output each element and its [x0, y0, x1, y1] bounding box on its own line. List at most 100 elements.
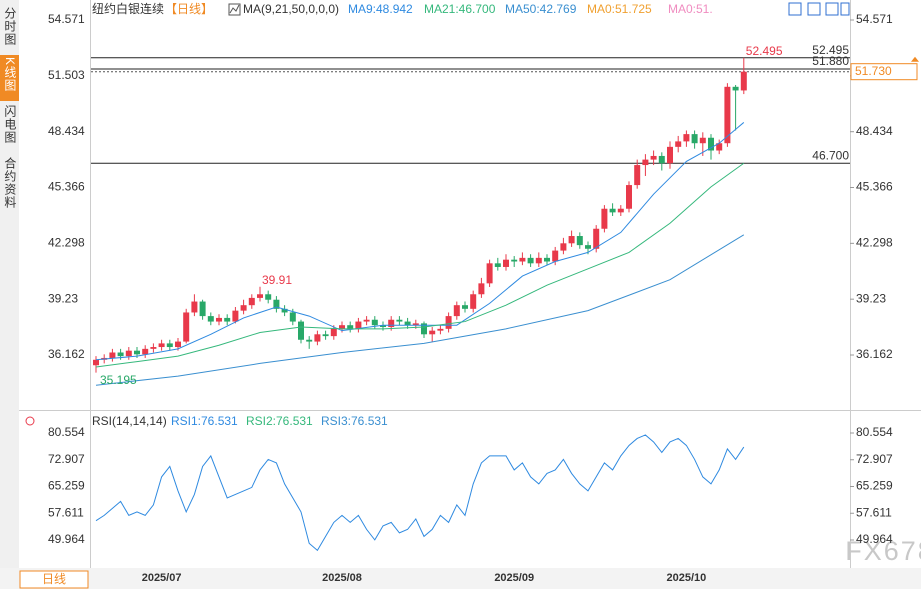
candle-body	[724, 86, 731, 144]
candle-body	[740, 71, 747, 91]
candle-body	[322, 334, 329, 337]
x-tick-label: 2025/07	[142, 572, 182, 584]
candle-body	[421, 323, 427, 335]
y-tick-label-right: 80.554	[856, 425, 893, 439]
candle-body	[708, 137, 714, 151]
y-tick-label-right: 48.434	[856, 124, 893, 138]
last-price-label: 51.730	[855, 64, 892, 78]
ma-line	[95, 122, 745, 361]
y-tick-label: 39.23	[48, 291, 78, 305]
candle-body	[248, 297, 255, 306]
y-tick-label: 51.503	[48, 68, 85, 82]
value-annotation: 39.91	[262, 273, 292, 287]
candle-body	[355, 321, 362, 329]
sidebar-tab[interactable]: K线图	[3, 57, 17, 92]
candle-body	[503, 259, 509, 267]
candle-body	[224, 317, 231, 322]
candle-body	[445, 316, 452, 329]
value-annotation: 52.495	[746, 44, 783, 58]
candle-body	[617, 208, 624, 213]
candle-body	[412, 323, 419, 326]
candle-body	[552, 250, 559, 262]
value-annotation: 35.195	[100, 373, 137, 387]
y-tick-label: 72.907	[48, 452, 85, 466]
candle-body	[93, 359, 99, 366]
bottom-bar	[0, 568, 921, 589]
candle-body	[371, 319, 378, 326]
sidebar	[0, 0, 19, 589]
candle-body	[134, 350, 140, 355]
candle-body	[626, 185, 632, 209]
x-tick-label: 2025/09	[494, 572, 534, 584]
rsi-line	[95, 434, 745, 552]
candle-body	[601, 208, 608, 229]
x-tick-label: 2025/10	[667, 572, 707, 584]
candle-body	[511, 259, 518, 262]
legend-entry: MA0:51.725	[587, 2, 652, 16]
candle-body	[232, 310, 239, 322]
sidebar-tab[interactable]: 闪电图	[3, 105, 17, 144]
candle-body	[207, 316, 214, 322]
candle-body	[117, 352, 124, 357]
candle-body	[191, 301, 198, 313]
rsi-title: RSI(14,14,14)	[92, 414, 167, 428]
legend-entry: MA0:51.	[668, 2, 713, 16]
candle-body	[519, 257, 526, 262]
legend-entry: MA50:42.769	[505, 2, 577, 16]
y-tick-label: 42.298	[48, 236, 85, 250]
period-button-label[interactable]: 日线	[42, 572, 66, 586]
y-tick-label-right: 54.571	[856, 12, 893, 26]
legend-entry: RSI2:76.531	[246, 414, 313, 428]
candle-body	[453, 305, 460, 317]
tool-icon[interactable]	[788, 2, 802, 16]
candle-body	[634, 165, 641, 186]
candle-body	[650, 155, 657, 160]
candle-body	[150, 347, 157, 349]
tool-icon[interactable]	[840, 2, 850, 16]
candle-body	[339, 325, 345, 329]
candle-body	[388, 319, 395, 328]
reference-label: 51.880	[812, 54, 849, 68]
y-tick-label: 49.964	[48, 532, 85, 546]
candle-body	[535, 257, 542, 264]
candle-body	[175, 341, 181, 348]
ma-params: MA(9,21,50,0,0,0)	[243, 2, 339, 16]
toolbar	[788, 2, 850, 16]
candle-body	[429, 330, 436, 335]
candle-body	[281, 308, 288, 313]
candle-body	[183, 312, 190, 342]
legend-entry: MA9:48.942	[348, 2, 413, 16]
period-button[interactable]	[19, 570, 89, 589]
symbol: 纽约白银连续	[92, 1, 164, 16]
y-tick-label-right: 72.907	[856, 452, 893, 466]
y-tick-label: 45.366	[48, 180, 85, 194]
x-tick-label: 2025/08	[322, 572, 362, 584]
sidebar-tab[interactable]: 合约资料	[3, 156, 17, 209]
y-tick-label-right: 42.298	[856, 236, 893, 250]
tool-icon[interactable]	[825, 2, 839, 16]
candle-body	[380, 325, 386, 328]
candle-body	[125, 350, 132, 357]
legend-entry: RSI1:76.531	[171, 414, 238, 428]
y-tick-label-right: 36.162	[856, 347, 893, 361]
candle-body	[347, 325, 354, 329]
tool-icon[interactable]	[807, 2, 821, 16]
legend-entry: MA21:46.700	[424, 2, 496, 16]
sidebar-tab[interactable]: 分时图	[3, 7, 17, 46]
candle-body	[363, 319, 370, 322]
rsi-settings-icon[interactable]	[25, 416, 35, 426]
candle-body	[470, 294, 477, 309]
candle-body	[732, 86, 739, 91]
candle-body	[257, 294, 263, 298]
last-price-arrow	[911, 56, 919, 62]
candle-body	[306, 339, 313, 342]
y-tick-label-right: 49.964	[856, 532, 893, 546]
y-tick-label: 65.259	[48, 479, 85, 493]
candle-body	[576, 236, 583, 246]
period: 【日线】	[165, 2, 213, 16]
candle-body	[658, 155, 665, 164]
ma-line	[95, 234, 745, 386]
candle-body	[560, 243, 567, 251]
ma-icon[interactable]	[228, 3, 241, 16]
